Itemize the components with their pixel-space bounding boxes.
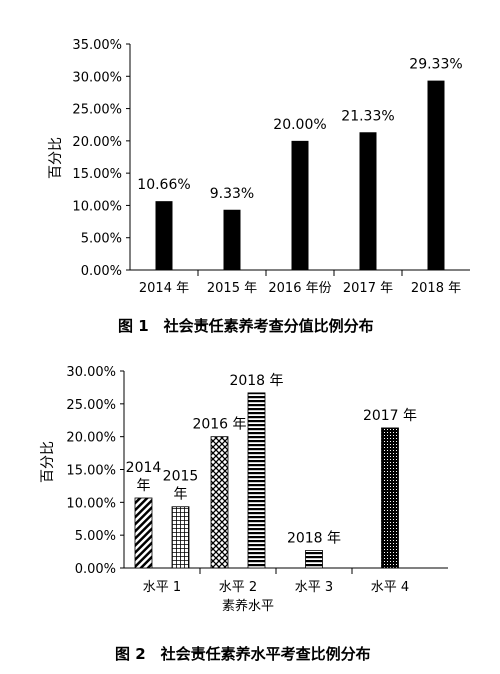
fig2-x-tick-label: 水平 1 xyxy=(143,580,181,595)
fig2-bar-label: 2015 xyxy=(163,469,199,485)
fig1-y-tick-label: 10.00% xyxy=(72,199,122,214)
fig1-x-tick-label: 2016 年份 xyxy=(268,281,331,296)
fig2-bar xyxy=(134,497,153,569)
fig2-bar-label-unit: 年 xyxy=(137,478,151,494)
fig1-x-tick-label: 2017 年 xyxy=(343,281,393,296)
fig1-data-label: 10.66% xyxy=(137,177,190,193)
fig2-y-tick-label: 5.00% xyxy=(75,529,116,544)
fig2-y-tick-label: 10.00% xyxy=(66,496,116,511)
fig1-x-tick-label: 2014 年 xyxy=(139,281,189,296)
figure1-caption: 图 1 社会责任素养考查分值比例分布 xyxy=(118,317,374,335)
fig1-y-tick-label: 30.00% xyxy=(72,70,122,85)
fig2-bar xyxy=(305,550,323,569)
fig1-x-tick-label: 2015 年 xyxy=(207,281,257,296)
figure1-chart: 百分比 0.00% 5.00% 10.00% 15.00% 20.00% 25.00% 30… xyxy=(48,38,470,296)
fig1-y-tick-label: 20.00% xyxy=(72,135,122,150)
fig2-bar-label: 2018 年 xyxy=(287,530,341,546)
fig1-y-tick-label: 15.00% xyxy=(72,167,122,182)
fig2-x-tick-label: 水平 4 xyxy=(371,580,409,595)
fig2-bar-label-unit: 年 xyxy=(174,487,188,503)
fig2-y-tick-label: 15.00% xyxy=(66,464,116,479)
fig1-data-label: 21.33% xyxy=(341,108,394,124)
fig2-bar xyxy=(247,392,266,569)
fig2-y-tick-label: 30.00% xyxy=(66,365,116,380)
fig2-bar-label: 2018 年 xyxy=(229,373,283,389)
fig1-y-tick-label: 35.00% xyxy=(72,38,122,53)
fig1-x-tick-label: 2018 年 xyxy=(411,281,461,296)
fig1-bar xyxy=(427,80,445,270)
fig1-y-axis-label: 百分比 xyxy=(48,137,64,179)
fig1-y-tick-label: 0.00% xyxy=(81,264,122,279)
fig2-bar xyxy=(381,427,399,569)
fig2-bar-label: 2014 xyxy=(126,460,162,476)
fig2-y-tick-label: 0.00% xyxy=(75,562,116,577)
fig1-data-label: 29.33% xyxy=(409,57,462,73)
fig1-bar xyxy=(291,140,309,270)
fig1-bar xyxy=(155,201,173,270)
fig2-bar xyxy=(171,506,190,569)
figure2-chart: 百分比 0.00% 5.00% 10.00% 15.00% 20.00% 25.00% 30… xyxy=(40,365,448,614)
fig1-data-label: 20.00% xyxy=(273,117,326,133)
fig2-bar xyxy=(210,436,229,569)
fig1-y-tick-label: 25.00% xyxy=(72,103,122,118)
fig2-y-tick-label: 25.00% xyxy=(66,398,116,413)
fig2-y-tick-label: 20.00% xyxy=(66,431,116,446)
fig1-bar xyxy=(223,209,241,270)
fig2-x-tick-label: 水平 2 xyxy=(219,580,257,595)
fig2-bar-label: 2017 年 xyxy=(363,408,417,424)
figure2-caption: 图 2 社会责任素养水平考查比例分布 xyxy=(115,645,371,663)
fig2-y-axis-label: 百分比 xyxy=(40,441,56,483)
fig2-bar-label: 2016 年 xyxy=(192,417,246,433)
fig1-bar xyxy=(359,132,377,270)
fig1-y-tick-label: 5.00% xyxy=(81,232,122,247)
fig1-data-label: 9.33% xyxy=(210,186,254,202)
fig2-x-tick-label: 水平 3 xyxy=(295,580,333,595)
fig2-x-axis-label: 素养水平 xyxy=(222,598,274,614)
